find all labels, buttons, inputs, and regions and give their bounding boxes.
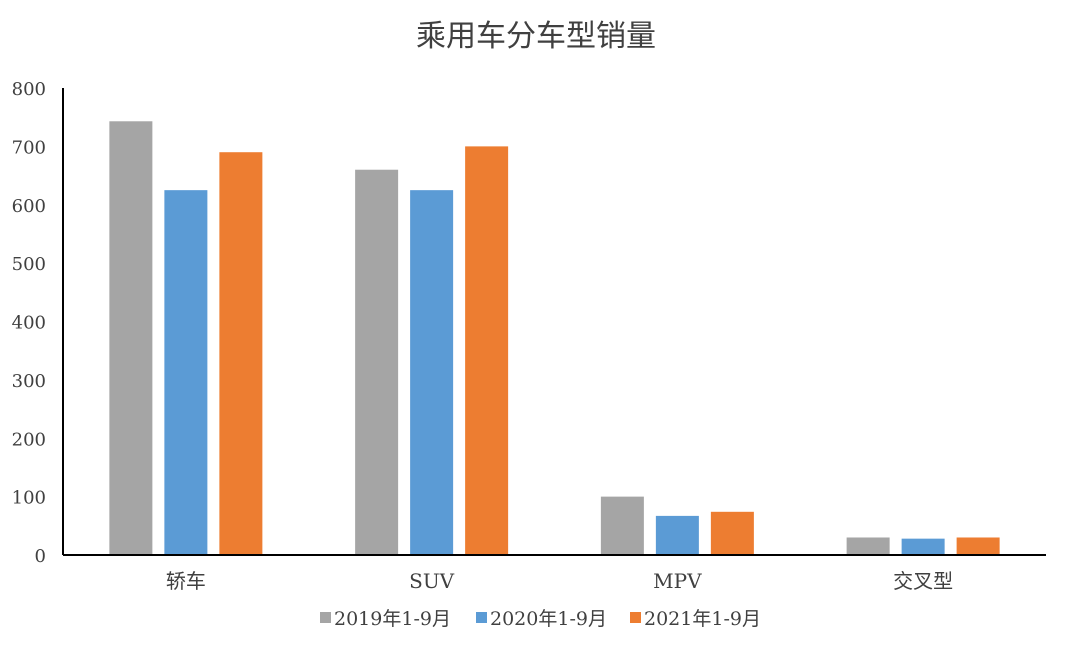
x-category-label: 轿车 <box>166 569 206 593</box>
legend-label: 2019年1-9月 <box>334 608 451 630</box>
legend-swatch <box>476 612 487 623</box>
legend-label: 2021年1-9月 <box>644 608 761 630</box>
y-tick-label: 600 <box>12 196 46 217</box>
x-axis-categories: 轿车 SUV MPV 交叉型 <box>166 569 953 593</box>
bar <box>846 537 890 555</box>
x-category-label: SUV <box>409 569 455 593</box>
bar <box>655 515 699 555</box>
bar <box>219 152 263 555</box>
bar <box>164 190 208 555</box>
bar <box>600 496 644 555</box>
legend: 2019年1-9月 2020年1-9月 2021年1-9月 <box>320 608 761 630</box>
y-tick-label: 300 <box>12 371 46 392</box>
bar <box>956 537 1000 555</box>
legend-label: 2020年1-9月 <box>490 608 607 630</box>
chart-title: 乘用车分车型销量 <box>416 19 656 54</box>
y-axis-ticks: 0 100 200 300 400 500 600 700 800 <box>12 79 46 567</box>
bar <box>465 146 509 555</box>
y-tick-label: 0 <box>35 546 46 567</box>
legend-swatch <box>320 612 331 623</box>
bar <box>410 190 454 555</box>
x-category-label: 交叉型 <box>893 569 953 593</box>
bars-group <box>109 121 1000 556</box>
bar <box>109 121 153 556</box>
y-tick-label: 400 <box>12 313 46 334</box>
x-category-label: MPV <box>653 569 702 593</box>
y-tick-label: 200 <box>12 429 46 450</box>
y-tick-label: 500 <box>12 254 46 275</box>
y-tick-label: 800 <box>12 79 46 100</box>
y-tick-label: 100 <box>12 488 46 509</box>
legend-swatch <box>630 612 641 623</box>
bar <box>355 169 399 555</box>
y-tick-label: 700 <box>12 137 46 158</box>
bar <box>901 538 945 555</box>
bar <box>710 511 754 555</box>
